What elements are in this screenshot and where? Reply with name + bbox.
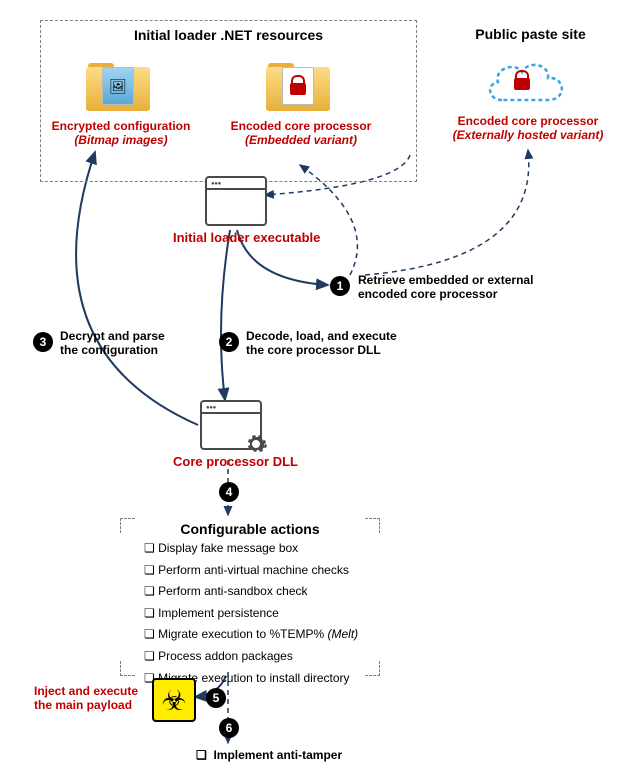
step-4-badge: 4 [219,482,239,502]
initial-loader-icon: ● ● ● [205,176,267,226]
embedded-label: Encoded core processor (Embedded variant… [221,119,381,147]
step-6-badge: 6 [219,718,239,738]
paste-title: Public paste site [448,26,613,42]
step-2-text: Decode, load, and executethe core proces… [246,329,397,357]
config-label: Encrypted configuration (Bitmap images) [46,119,196,147]
folder-config: 🖼 [86,63,150,111]
initial-loader-label: Initial loader executable [173,230,320,245]
cloud-icon [480,54,570,117]
step-1-badge: 1 [330,276,350,296]
core-dll-label: Core processor DLL [173,454,298,469]
action-item: Display fake message box [144,538,358,560]
step-5-badge: 5 [206,688,226,708]
folder-embedded [266,63,330,111]
lock-icon [514,72,530,90]
step-1-text: Retrieve embedded or externalencoded cor… [358,273,533,301]
inject-label: Inject and executethe main payload [34,684,138,712]
diagram-canvas: Initial loader .NET resources 🖼 Encrypte… [0,0,622,775]
action-item: Perform anti-virtual machine checks [144,560,358,582]
action-item: Perform anti-sandbox check [144,581,358,603]
step-3-text: Decrypt and parsethe configuration [60,329,165,357]
config-actions-box: Configurable actions Display fake messag… [120,518,380,676]
resources-box: Initial loader .NET resources 🖼 Encrypte… [40,20,417,182]
config-actions-title: Configurable actions [120,521,380,537]
gear-icon [244,432,268,456]
step-3-badge: 3 [33,332,53,352]
step-2-badge: 2 [219,332,239,352]
external-label: Encoded core processor (Externally hoste… [438,114,618,142]
lock-icon [290,77,306,95]
actions-list: Display fake message boxPerform anti-vir… [144,538,358,689]
resources-title: Initial loader .NET resources [41,27,416,43]
biohazard-icon: ☣ [152,678,196,722]
action-item: Implement persistence [144,603,358,625]
anti-tamper-label: ❏ Implement anti-tamper [196,748,342,762]
core-dll-icon: ● ● ● [200,400,262,450]
action-item: Migrate execution to %TEMP% (Melt) [144,624,358,646]
action-item: Process addon packages [144,646,358,668]
